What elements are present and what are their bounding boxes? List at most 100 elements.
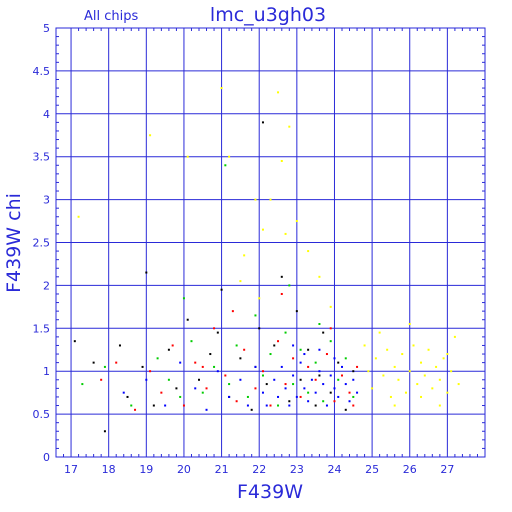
y-tick-label: 4.5 <box>33 65 51 78</box>
data-point <box>356 365 359 368</box>
data-point <box>325 353 328 356</box>
data-point <box>408 323 411 326</box>
data-point <box>337 378 340 381</box>
data-point <box>329 305 332 308</box>
data-point <box>265 383 268 386</box>
data-point <box>92 361 95 364</box>
data-point <box>216 370 219 373</box>
data-point <box>337 395 340 398</box>
data-point <box>190 340 193 343</box>
data-point <box>450 370 453 373</box>
data-point <box>292 383 295 386</box>
data-point <box>254 365 257 368</box>
y-axis-label: F439W chi <box>3 193 25 293</box>
y-tick-label: 2.5 <box>33 237 51 250</box>
data-point <box>295 220 298 223</box>
data-point <box>284 232 287 235</box>
data-point <box>228 395 231 398</box>
data-point <box>182 404 185 407</box>
data-point <box>325 404 328 407</box>
data-point <box>329 374 332 377</box>
data-point <box>171 344 174 347</box>
data-point <box>220 87 223 90</box>
x-axis-label: F439W <box>237 481 303 503</box>
data-point <box>261 374 264 377</box>
y-tick-label: 1.5 <box>33 322 51 335</box>
data-point <box>77 215 80 218</box>
data-point <box>435 365 438 368</box>
data-point <box>318 374 321 377</box>
x-tick-label: 21 <box>215 463 229 476</box>
data-point <box>412 344 415 347</box>
data-point <box>239 378 242 381</box>
data-point <box>352 395 355 398</box>
data-point <box>258 297 261 300</box>
data-point <box>416 383 419 386</box>
data-point <box>246 395 249 398</box>
data-point <box>397 378 400 381</box>
y-tick-label: 0.5 <box>33 408 51 421</box>
data-point <box>216 331 219 334</box>
x-tick-label: 25 <box>365 463 379 476</box>
data-point <box>431 387 434 390</box>
data-point <box>186 155 189 158</box>
data-point <box>423 374 426 377</box>
data-point <box>243 348 246 351</box>
x-tick-label: 19 <box>139 463 153 476</box>
data-point <box>134 408 137 411</box>
data-point <box>246 404 249 407</box>
data-point <box>198 378 200 381</box>
x-tick-label: 23 <box>290 463 304 476</box>
data-point <box>446 391 449 394</box>
data-point <box>408 370 411 373</box>
data-point <box>288 400 291 403</box>
data-point <box>239 357 242 360</box>
data-point <box>420 361 423 364</box>
grid <box>56 27 485 458</box>
data-point <box>344 357 347 360</box>
data-point <box>273 344 276 347</box>
data-point <box>292 344 295 347</box>
data-point <box>318 370 321 373</box>
x-tick-label: 17 <box>64 463 78 476</box>
data-point <box>103 430 106 433</box>
data-point <box>115 361 118 364</box>
data-point <box>201 391 204 394</box>
data-point <box>303 353 306 356</box>
data-point <box>179 395 182 398</box>
data-point <box>299 378 302 381</box>
data-point <box>438 378 441 381</box>
data-point <box>318 275 321 278</box>
x-tick-label: 24 <box>327 463 341 476</box>
x-tick-label: 18 <box>102 463 116 476</box>
data-point <box>352 378 355 381</box>
data-point <box>254 314 257 317</box>
data-point <box>122 391 125 394</box>
data-point <box>344 383 347 386</box>
data-point <box>81 383 84 386</box>
data-point <box>438 404 441 407</box>
data-point <box>404 391 407 394</box>
data-point <box>254 387 257 390</box>
data-point <box>314 391 317 394</box>
data-point <box>333 387 336 390</box>
data-point <box>427 348 430 351</box>
y-tick-label: 1 <box>43 365 50 378</box>
data-point <box>149 370 152 373</box>
data-point <box>141 365 144 368</box>
data-point <box>371 387 374 390</box>
data-point <box>329 391 332 394</box>
data-point <box>307 348 310 351</box>
data-point <box>231 310 234 313</box>
data-point <box>239 280 242 283</box>
data-point <box>280 275 283 278</box>
data-point <box>329 340 332 343</box>
plot-frame <box>55 27 486 458</box>
data-point <box>175 387 178 390</box>
data-point <box>292 374 295 377</box>
x-tick-label: 27 <box>440 463 454 476</box>
data-point <box>261 228 264 231</box>
data-point <box>205 408 208 411</box>
data-point <box>314 361 317 364</box>
data-point <box>389 395 392 398</box>
